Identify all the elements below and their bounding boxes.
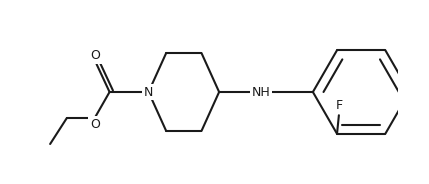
Text: F: F [335, 98, 342, 112]
Text: F: F [428, 86, 429, 98]
Text: O: O [90, 49, 100, 62]
Text: O: O [90, 118, 100, 131]
Text: NH: NH [251, 86, 270, 98]
Text: N: N [144, 86, 153, 98]
